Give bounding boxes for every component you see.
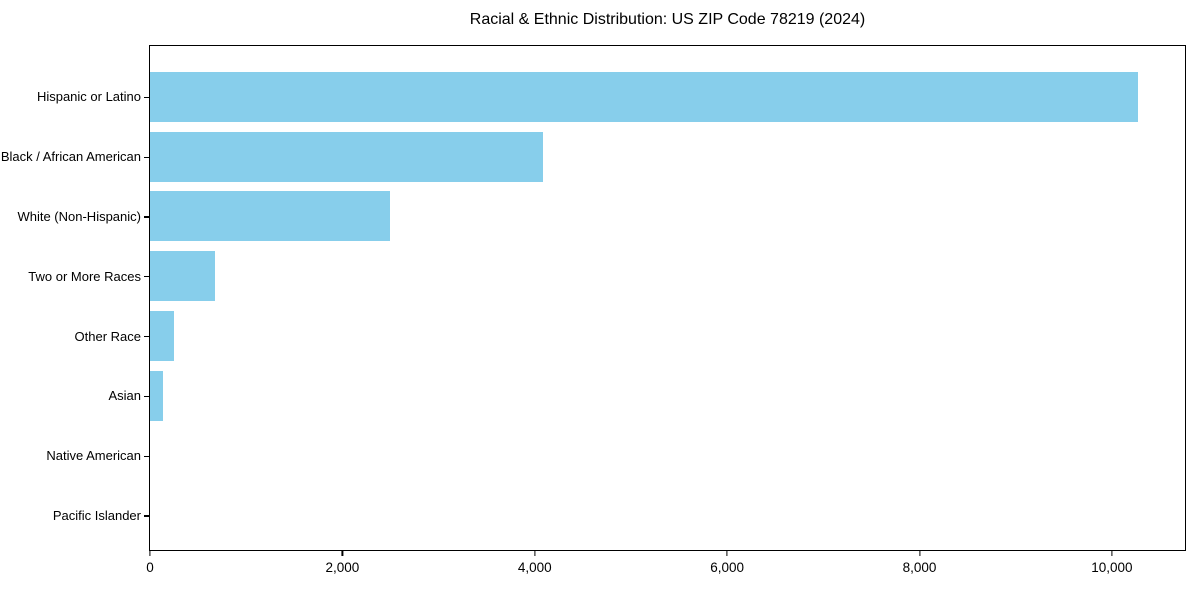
bar-hispanic-or-latino: [150, 71, 1138, 122]
y-label-row-white-non-hispanic: White (Non-Hispanic): [0, 187, 149, 247]
y-label-row-other-race: Other Race: [0, 306, 149, 366]
y-tick-mark-white-non-hispanic: [144, 216, 149, 218]
y-label-pacific-islander: Pacific Islander: [52, 507, 141, 523]
x-tick-label-4000: 4,000: [517, 560, 552, 575]
y-label-two-or-more-races: Two or More Races: [28, 268, 141, 284]
x-tick-mark-10000: [1111, 551, 1113, 556]
y-label-row-asian: Asian: [0, 366, 149, 426]
x-tick-label-2000: 2,000: [325, 560, 360, 575]
x-tick-mark-4000: [534, 551, 536, 556]
y-axis-labels: Hispanic or Latino Black / African Americ…: [0, 67, 149, 546]
bar-row-native-american: [150, 426, 1185, 486]
bar-other-race: [150, 311, 175, 362]
y-tick-mark-native-american: [144, 455, 149, 457]
y-tick-mark-two-or-more-races: [144, 276, 149, 278]
plot-area: [149, 45, 1186, 551]
y-label-white-non-hispanic: White (Non-Hispanic): [17, 208, 141, 224]
y-tick-mark-other-race: [144, 336, 149, 338]
y-label-asian: Asian: [108, 388, 141, 404]
x-tick-label-6000: 6,000: [710, 560, 745, 575]
bar-white-non-hispanic: [150, 191, 390, 242]
bar-black-african-american: [150, 131, 543, 182]
y-label-black-african-american: Black / African American: [0, 149, 141, 165]
x-tick-label-8000: 8,000: [902, 560, 937, 575]
bar-row-white-non-hispanic: [150, 187, 1185, 247]
x-tick-mark-2000: [341, 551, 343, 556]
x-tick-mark-8000: [918, 551, 921, 556]
y-tick-mark-asian: [144, 395, 149, 398]
y-tick-mark-black-african-american: [144, 156, 149, 158]
y-tick-mark-hispanic-or-latino: [144, 96, 149, 99]
bar-row-pacific-islander: [150, 486, 1185, 546]
y-label-native-american: Native American: [46, 448, 141, 464]
bar-row-asian: [150, 366, 1185, 426]
y-tick-mark-pacific-islander: [144, 515, 149, 517]
x-tick-label-0: 0: [146, 560, 154, 575]
bar-row-black-african-american: [150, 127, 1185, 187]
y-label-other-race: Other Race: [74, 328, 141, 344]
bar-two-or-more-races: [150, 251, 215, 302]
x-tick-mark-6000: [726, 551, 728, 556]
bar-asian: [150, 370, 163, 421]
y-label-row-two-or-more-races: Two or More Races: [0, 246, 149, 306]
bar-row-other-race: [150, 306, 1185, 366]
y-label-row-native-american: Native American: [0, 426, 149, 486]
bar-row-hispanic-or-latino: [150, 67, 1185, 127]
x-tick-label-10000: 10,000: [1091, 560, 1133, 575]
x-axis: 0 2,000 4,000 6,000 8,000 10,000: [146, 551, 1185, 591]
y-label-row-pacific-islander: Pacific Islander: [0, 486, 149, 546]
y-label-hispanic-or-latino: Hispanic or Latino: [36, 89, 141, 105]
bar-row-two-or-more-races: [150, 246, 1185, 306]
chart-title: Racial & Ethnic Distribution: US ZIP Cod…: [469, 11, 866, 28]
y-label-row-black-african-american: Black / African American: [0, 127, 149, 187]
bars-container: [150, 67, 1185, 545]
y-label-row-hispanic-or-latino: Hispanic or Latino: [0, 67, 149, 127]
x-tick-mark-0: [149, 551, 151, 556]
